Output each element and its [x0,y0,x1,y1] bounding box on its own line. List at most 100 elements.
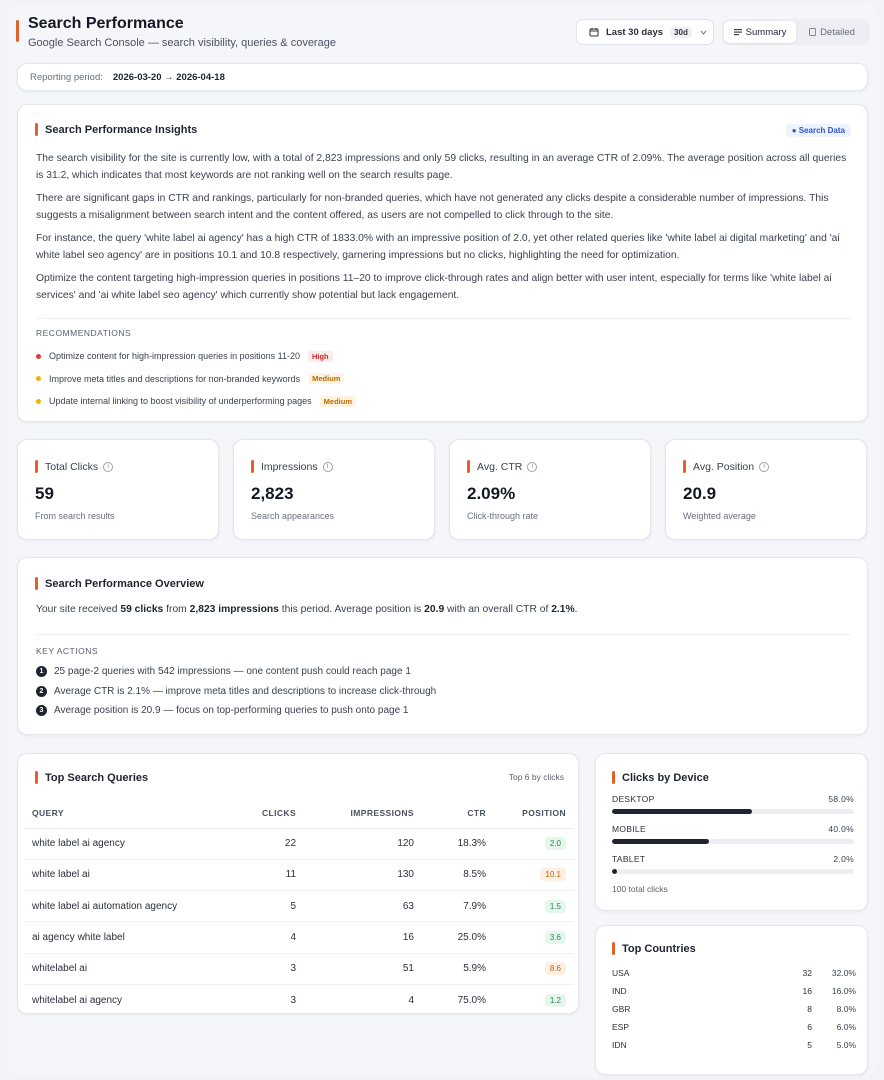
section-accent [35,771,38,784]
device-name: DESKTOP [612,794,655,804]
queries-table: QUERY CLICKS IMPRESSIONS CTR POSITION wh… [24,798,574,1016]
cell-clicks: 4 [253,921,305,954]
cell-clicks: 5 [253,890,305,923]
cell-impressions: 63 [304,890,422,923]
device-bar-track [612,869,854,874]
date-range-badge: 30d [670,26,692,38]
priority-dot [36,353,41,359]
page-title: Search Performance [28,15,184,32]
device-name: TABLET [612,854,646,864]
country-list: USA 32 32.0% IND 16 16.0% GBR 8 8.0% ESP 6 6.0% IDN 5… [612,964,856,1054]
country-percent: 5.0% [836,1040,856,1050]
divider [36,318,851,319]
device-bar-track [612,839,854,844]
metric-card-position: Avg. Position i 20.9 Weighted average [665,439,867,540]
key-actions-list: 1 25 page-2 queries with 542 impressions … [36,662,436,721]
column-header-impressions[interactable]: IMPRESSIONS [304,798,422,829]
column-header-clicks[interactable]: CLICKS [253,798,305,829]
column-header-query[interactable]: QUERY [24,798,254,829]
key-action-text: Average CTR is 2.1% — improve meta title… [54,685,437,697]
metric-card-clicks: Total Clicks i 59 From search results [17,439,219,540]
position-badge: 1.5 [544,899,566,913]
table-row[interactable]: white label ai agency 22 120 18.3% 2.0 [24,828,574,860]
info-icon[interactable]: i [322,461,333,472]
metric-label-row: Total Clicks i [35,460,114,473]
view-detailed-button[interactable]: Detailed [796,21,868,43]
devices-title: Clicks by Device [622,771,709,784]
recommendation-text: Update internal linking to boost visibil… [49,396,312,407]
column-header-ctr[interactable]: CTR [422,798,494,829]
title-accent [16,20,19,42]
priority-badge: Medium [319,395,356,407]
metric-value: 2,823 [251,484,294,503]
source-badge: ● Search Data [785,124,851,137]
cell-query: white label ai agency [24,828,254,860]
top-queries-card: Top Search Queries Top 6 by clicks QUERY… [17,753,579,1014]
table-row[interactable]: white label ai automation agency 5 63 7.9% 1… [24,890,574,923]
cell-query: whitelabel ai agency [32,994,123,1006]
view-detailed-label: Detailed [820,26,855,38]
view-summary-label: Summary [745,26,787,38]
insights-title: Search Performance Insights [45,123,198,136]
metric-value: 2.09% [467,484,516,503]
key-action-number: 3 [36,705,47,717]
metric-label-row: Avg. CTR i [467,460,538,473]
section-accent [35,460,38,473]
country-clicks: 8 [807,1004,812,1014]
country-percent: 16.0% [831,986,856,996]
metric-subtitle: Weighted average [683,511,756,521]
country-code: GBR [612,1004,631,1014]
table-row[interactable]: white label ai 11 130 8.5% 10.1 [24,859,574,892]
section-accent [467,460,470,473]
summary-impressions: 2,823 impressions [189,604,279,615]
cell-position: 2.0 [493,828,574,860]
section-accent [35,123,38,136]
info-icon[interactable]: i [103,461,114,472]
summary-text: . [574,604,578,615]
cell-clicks: 3 [290,994,297,1006]
cell-impressions: 16 [304,921,422,954]
summary-text: from [163,604,190,615]
dashboard-page: Search Performance Google Search Console… [6,4,878,1076]
column-header-position[interactable]: POSITION [493,798,574,829]
queries-title-row: Top Search Queries [35,771,148,784]
device-percent: 40.0% [828,824,854,834]
info-icon[interactable]: i [527,461,538,472]
metric-subtitle: Click-through rate [467,511,539,521]
table-row[interactable]: whitelabel ai agency 3 4 75.0% 1.2 [24,984,574,1015]
cell-position: 1.2 [494,984,574,1015]
document-icon [809,28,817,36]
period-label: Reporting period: [30,71,103,83]
key-action-item: 2 Average CTR is 2.1% — improve meta titl… [36,682,436,702]
country-percent: 32.0% [831,968,856,978]
countries-title-row: Top Countries [612,942,696,955]
priority-badge: Medium [308,373,345,385]
cell-ctr: 7.9% [422,890,494,923]
device-row: DESKTOP 58.0% [612,794,854,814]
table-row[interactable]: whitelabel ai 3 51 5.9% 8.6 [24,953,574,985]
table-row[interactable]: ai agency white label 4 16 25.0% 3.6 [24,921,574,954]
country-percent: 8.0% [836,1004,856,1014]
key-action-number: 2 [36,685,47,697]
key-action-item: 3 Average position is 20.9 — focus on top… [36,701,436,721]
position-badge: 1.2 [544,993,566,1007]
insight-paragraph: Optimize the content targeting high-impr… [36,273,832,301]
queries-title: Top Search Queries [45,771,149,784]
overview-summary: Your site received 59 clicks from 2,823 … [36,604,578,615]
overview-title: Search Performance Overview [45,577,204,590]
device-name: MOBILE [612,824,646,834]
key-action-number: 1 [36,666,47,678]
device-row: TABLET 2.0% [612,854,854,874]
key-actions-heading: KEY ACTIONS [36,646,99,656]
insight-paragraph: The search visibility for the site is cu… [36,153,847,181]
metric-value: 59 [35,484,54,503]
insights-card: Search Performance Insights ● Search Dat… [17,104,868,422]
info-icon[interactable]: i [759,461,770,472]
view-summary-button[interactable]: Summary [724,21,796,43]
date-range-label: Last 30 days [606,26,664,38]
cell-ctr: 25.0% [422,921,494,954]
priority-badge: High [307,350,333,362]
metric-label: Avg. Position [693,460,755,473]
date-range-button[interactable]: Last 30 days 30d [576,19,714,45]
overview-card: Search Performance Overview Your site re… [17,557,868,735]
